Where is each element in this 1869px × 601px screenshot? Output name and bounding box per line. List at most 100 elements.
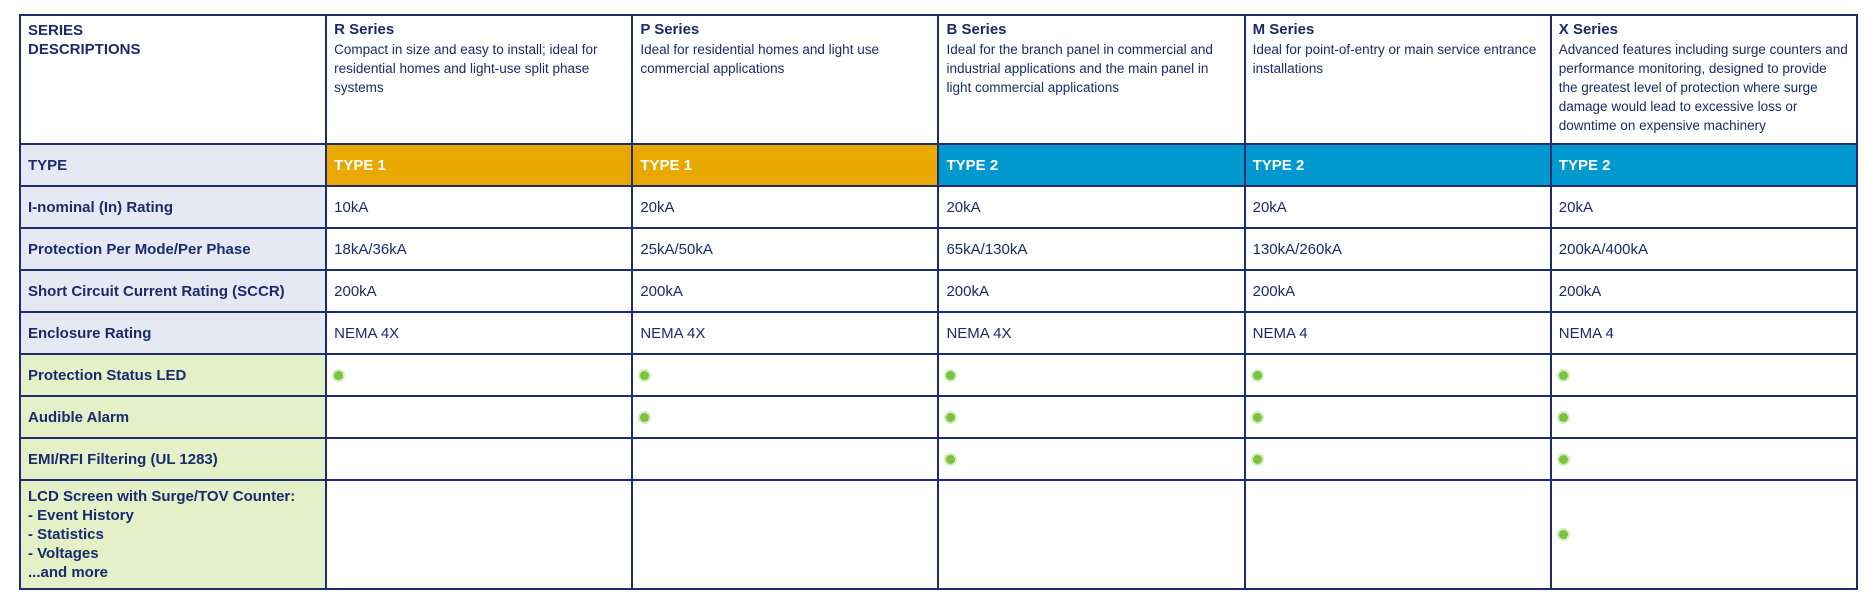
spec-cell: NEMA 4X bbox=[937, 311, 1246, 355]
feature-label: Audible Alarm bbox=[28, 408, 130, 426]
feature-label: - Statistics bbox=[28, 526, 104, 543]
feature-label: EMI/RFI Filtering (UL 1283) bbox=[28, 450, 218, 468]
series-name: X Series bbox=[1558, 21, 1618, 38]
series-name: B Series bbox=[946, 21, 1007, 38]
row-label: EMI/RFI Filtering (UL 1283) bbox=[18, 437, 328, 481]
spec-cell: 200kA bbox=[937, 269, 1246, 313]
spec-cell: 200kA bbox=[325, 269, 634, 313]
spec-cell: 20kA bbox=[1549, 185, 1859, 229]
status-dot bbox=[1252, 412, 1262, 422]
spec-row: Enclosure Rating NEMA 4X NEMA 4X NEMA 4X NEM… bbox=[18, 311, 1859, 355]
row-label: LCD Screen with Surge/TOV Counter: - Even… bbox=[18, 479, 328, 590]
feature-cell bbox=[1549, 437, 1859, 481]
feature-cell bbox=[1549, 395, 1859, 439]
type-cell: TYPE 1 bbox=[325, 143, 634, 187]
comparison-table: SERIES DESCRIPTIONS R Series Compact in siz… bbox=[18, 14, 1859, 590]
type-cell: TYPE 2 bbox=[937, 143, 1246, 187]
feature-cell bbox=[1243, 395, 1552, 439]
series-name: P Series bbox=[640, 21, 700, 38]
row-label: Audible Alarm bbox=[18, 395, 328, 439]
feature-row: LCD Screen with Surge/TOV Counter: - Even… bbox=[18, 479, 1859, 590]
feature-row: EMI/RFI Filtering (UL 1283) bbox=[18, 437, 1859, 481]
spec-cell: 20kA bbox=[937, 185, 1246, 229]
feature-cell bbox=[325, 479, 634, 590]
feature-cell bbox=[1243, 353, 1552, 397]
feature-cell bbox=[1549, 479, 1859, 590]
series-description: Ideal for residential homes and light us… bbox=[640, 42, 879, 76]
status-dot bbox=[1558, 370, 1568, 380]
series-description: Ideal for the branch panel in commercial… bbox=[946, 42, 1213, 95]
feature-cell bbox=[631, 353, 940, 397]
feature-label: Protection Status LED bbox=[28, 366, 187, 384]
table-body: SERIES DESCRIPTIONS R Series Compact in siz… bbox=[18, 14, 1859, 590]
feature-label: LCD Screen with Surge/TOV Counter: bbox=[28, 488, 296, 505]
feature-row: Protection Status LED bbox=[18, 353, 1859, 397]
series-name: M Series bbox=[1252, 21, 1315, 38]
series-description: Compact in size and easy to install; ide… bbox=[334, 42, 598, 95]
feature-cell bbox=[1549, 353, 1859, 397]
spec-row: Protection Per Mode/Per Phase 18kA/36kA 25… bbox=[18, 227, 1859, 271]
row-label: Short Circuit Current Rating (SCCR) bbox=[18, 269, 328, 313]
feature-cell bbox=[937, 395, 1246, 439]
status-dot bbox=[946, 370, 956, 380]
feature-cell bbox=[1243, 437, 1552, 481]
status-dot bbox=[1558, 530, 1568, 539]
status-dot bbox=[1558, 412, 1568, 422]
spec-cell: NEMA 4X bbox=[631, 311, 940, 355]
feature-cell bbox=[937, 353, 1246, 397]
status-dot bbox=[946, 454, 956, 464]
feature-cell bbox=[325, 437, 634, 481]
feature-label: - Event History bbox=[28, 507, 134, 524]
series-cell: B Series Ideal for the branch panel in co… bbox=[937, 14, 1246, 145]
feature-row: Audible Alarm bbox=[18, 395, 1859, 439]
feature-label: - Voltages bbox=[28, 545, 99, 562]
row-label: TYPE bbox=[18, 143, 328, 187]
feature-cell bbox=[937, 479, 1246, 590]
header-row: SERIES DESCRIPTIONS R Series Compact in siz… bbox=[18, 14, 1859, 145]
spec-cell: NEMA 4 bbox=[1243, 311, 1552, 355]
corner-cell: SERIES DESCRIPTIONS bbox=[18, 14, 328, 145]
type-cell: TYPE 2 bbox=[1243, 143, 1552, 187]
feature-cell bbox=[631, 395, 940, 439]
series-description: Ideal for point-of-entry or main service… bbox=[1252, 42, 1537, 76]
series-cell: M Series Ideal for point-of-entry or main… bbox=[1243, 14, 1552, 145]
series-cell: P Series Ideal for residential homes and … bbox=[631, 14, 940, 145]
status-dot bbox=[1558, 454, 1568, 464]
spec-cell: 20kA bbox=[631, 185, 940, 229]
type-cell: TYPE 1 bbox=[631, 143, 940, 187]
spec-cell: 20kA bbox=[1243, 185, 1552, 229]
feature-cell bbox=[631, 479, 940, 590]
status-dot bbox=[640, 370, 650, 380]
feature-cell bbox=[325, 395, 634, 439]
series-cell: X Series Advanced features including surg… bbox=[1549, 14, 1859, 145]
spec-cell: NEMA 4 bbox=[1549, 311, 1859, 355]
status-dot bbox=[946, 412, 956, 422]
spec-cell: 65kA/130kA bbox=[937, 227, 1246, 271]
row-label: Protection Status LED bbox=[18, 353, 328, 397]
status-dot bbox=[640, 412, 650, 422]
feature-label: ...and more bbox=[28, 564, 109, 581]
spec-cell: 200kA bbox=[1243, 269, 1552, 313]
status-dot bbox=[334, 370, 344, 380]
spec-cell: 200kA bbox=[1549, 269, 1859, 313]
type-cell: TYPE 2 bbox=[1549, 143, 1859, 187]
spec-cell: NEMA 4X bbox=[325, 311, 634, 355]
status-dot bbox=[1252, 370, 1262, 380]
spec-cell: 130kA/260kA bbox=[1243, 227, 1552, 271]
feature-cell bbox=[631, 437, 940, 481]
series-name: R Series bbox=[334, 21, 395, 38]
spec-row: I-nominal (In) Rating 10kA 20kA 20kA 20kA 20k… bbox=[18, 185, 1859, 229]
corner-label: DESCRIPTIONS bbox=[28, 41, 141, 58]
spec-row: Short Circuit Current Rating (SCCR) 200kA… bbox=[18, 269, 1859, 313]
spec-cell: 200kA bbox=[631, 269, 940, 313]
type-row: TYPE TYPE 1 TYPE 1 TYPE 2 TYPE 2 TYPE 2 bbox=[18, 143, 1859, 187]
row-label: Protection Per Mode/Per Phase bbox=[18, 227, 328, 271]
feature-cell bbox=[1243, 479, 1552, 590]
feature-cell bbox=[325, 353, 634, 397]
corner-label: SERIES bbox=[28, 22, 84, 39]
row-label: Enclosure Rating bbox=[18, 311, 328, 355]
series-description: Advanced features including surge counte… bbox=[1558, 42, 1848, 133]
series-cell: R Series Compact in size and easy to inst… bbox=[325, 14, 634, 145]
spec-cell: 18kA/36kA bbox=[325, 227, 634, 271]
